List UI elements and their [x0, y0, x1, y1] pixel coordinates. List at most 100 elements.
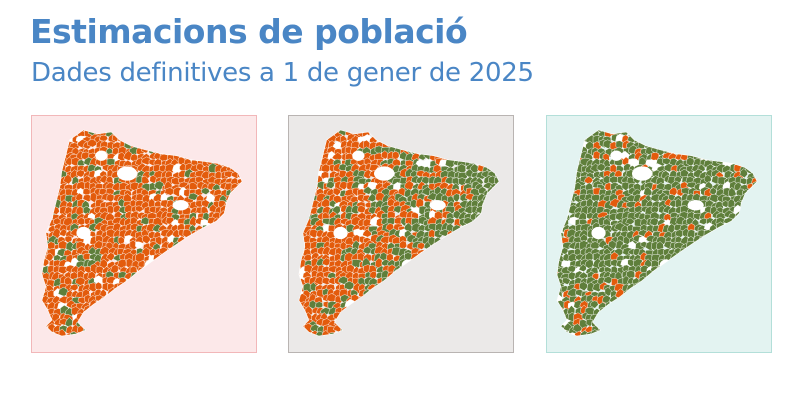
municipality — [64, 129, 76, 131]
municipality — [710, 129, 721, 134]
municipality — [422, 295, 433, 305]
municipality — [225, 153, 234, 163]
municipality — [94, 316, 105, 327]
municipality — [411, 325, 422, 335]
municipality — [155, 129, 167, 132]
municipality — [626, 129, 634, 134]
municipality — [46, 339, 54, 347]
municipality — [760, 311, 770, 321]
municipality — [563, 157, 573, 167]
municipality — [556, 210, 567, 221]
municipality — [224, 288, 234, 298]
municipality — [495, 246, 500, 256]
municipality — [41, 176, 50, 186]
municipality — [712, 339, 721, 347]
municipality — [177, 134, 188, 144]
municipality — [453, 139, 462, 150]
municipality — [482, 278, 491, 287]
municipality — [481, 299, 492, 310]
municipality — [609, 312, 619, 323]
municipality — [430, 331, 441, 337]
municipality — [113, 296, 122, 306]
municipality — [556, 205, 564, 217]
municipality — [243, 312, 254, 322]
municipality — [298, 141, 310, 153]
municipality — [441, 299, 451, 311]
municipality — [184, 329, 195, 337]
municipality — [207, 129, 218, 139]
municipality — [41, 163, 51, 174]
municipality — [760, 207, 769, 216]
municipality — [501, 276, 510, 286]
municipality — [304, 182, 315, 193]
municipality — [230, 252, 241, 264]
municipality — [41, 140, 45, 149]
municipality — [501, 182, 510, 192]
municipality — [758, 273, 766, 281]
municipality — [48, 129, 58, 132]
municipality — [727, 294, 737, 306]
municipality — [447, 266, 456, 278]
municipality — [489, 323, 497, 336]
municipality — [759, 220, 768, 230]
municipality — [652, 129, 661, 132]
municipality — [188, 254, 200, 264]
municipality — [740, 287, 751, 299]
municipality — [692, 266, 704, 275]
municipality — [556, 136, 559, 145]
municipality — [208, 304, 216, 318]
municipality — [597, 335, 607, 337]
municipality — [758, 170, 767, 180]
municipality — [734, 271, 745, 282]
municipality — [136, 272, 147, 283]
municipality — [728, 243, 736, 252]
municipality — [650, 276, 660, 286]
municipality — [411, 305, 422, 316]
municipality — [556, 145, 558, 156]
municipality — [392, 326, 401, 335]
municipality — [393, 312, 403, 324]
municipality — [146, 306, 156, 316]
municipality — [302, 169, 313, 179]
municipality — [237, 289, 243, 300]
municipality — [723, 240, 735, 252]
municipality — [183, 241, 194, 251]
municipality — [46, 180, 57, 190]
municipality — [704, 141, 714, 151]
municipality — [309, 151, 317, 161]
municipality — [135, 337, 144, 345]
municipality — [194, 229, 204, 240]
municipality — [435, 299, 446, 310]
municipality — [303, 148, 312, 158]
municipality — [740, 253, 751, 264]
municipality — [123, 325, 135, 334]
municipality — [736, 338, 744, 347]
municipality — [146, 141, 158, 152]
municipality — [298, 222, 302, 231]
municipality — [498, 140, 500, 150]
municipality — [398, 324, 411, 334]
municipality — [159, 129, 169, 140]
municipality — [723, 133, 733, 143]
municipality — [685, 129, 697, 135]
municipality — [638, 281, 649, 294]
municipality — [298, 313, 304, 324]
municipality — [385, 135, 396, 147]
municipality — [705, 278, 715, 286]
municipality — [452, 129, 461, 133]
municipality — [439, 252, 448, 264]
municipality — [208, 284, 216, 293]
municipality — [744, 259, 754, 269]
municipality — [500, 271, 509, 279]
municipality — [486, 146, 497, 156]
municipality — [231, 306, 241, 315]
municipality — [428, 129, 440, 132]
municipality — [658, 319, 667, 329]
municipality — [759, 183, 767, 192]
municipality — [562, 140, 574, 150]
municipality — [686, 241, 695, 251]
municipality — [298, 170, 308, 181]
municipality — [399, 337, 407, 346]
municipality — [242, 308, 243, 318]
municipality — [452, 303, 463, 314]
